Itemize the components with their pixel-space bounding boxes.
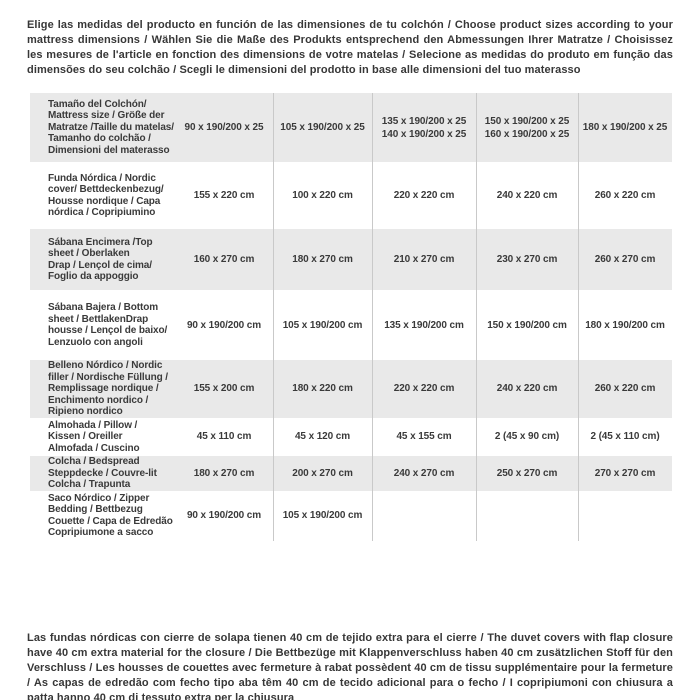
size-cell: 100 x 220 cm (292, 190, 353, 201)
size-cell: 220 x 220 cm (393, 383, 455, 395)
size-cell: 90 x 190/200 cm (186, 510, 262, 521)
size-cell: 260 x 270 cm (594, 254, 656, 265)
table-row-nordic-filler: Belleno Nórdico / Nordic filler / Nordis… (30, 360, 672, 418)
size-cell: 260 x 220 cm (594, 190, 656, 201)
column-divider (578, 93, 579, 541)
size-cell: 270 x 270 cm (594, 467, 656, 479)
size-table: Tamaño del Colchón/ Mattress size / Größ… (30, 93, 672, 541)
size-cell: 180 x 190/200 cm (585, 319, 665, 331)
size-cell (578, 493, 672, 539)
row-label: Belleno Nórdico / Nordic filler / Nordis… (48, 360, 168, 417)
size-cell: 240 x 270 cm (393, 467, 455, 479)
size-cell: 250 x 270 cm (496, 467, 558, 479)
size-cell: 180 x 190/200 x 25 (582, 122, 668, 133)
size-cell: 45 x 120 cm (294, 431, 351, 443)
table-row-pillow: Almohada / Pillow / Kissen / Oreiller Al… (30, 420, 672, 455)
size-cell: 150 x 190/200 cm (487, 319, 567, 331)
size-cell: 105 x 190/200 x 25 (280, 122, 365, 133)
size-cell: 180 x 270 cm (292, 254, 353, 265)
size-cell: 160 x 270 cm (193, 254, 255, 265)
size-cell: 240 x 220 cm (496, 190, 558, 201)
row-label: Colcha / Bedspread Steppdecke / Couvre-l… (48, 456, 157, 490)
row-label: Sábana Bajera / Bottom sheet / Bettlaken… (48, 302, 168, 348)
size-cell: 2 (45 x 110 cm) (590, 431, 660, 443)
size-cell: 220 x 220 cm (393, 190, 455, 201)
size-cell (476, 493, 578, 539)
size-cell: 150 x 190/200 x 25 160 x 190/200 x 25 (484, 115, 570, 140)
size-cell (372, 493, 476, 539)
size-cell: 45 x 110 cm (196, 431, 252, 443)
table-row-nordic-cover: Funda Nórdica / Nordic cover/ Bettdecken… (30, 164, 672, 227)
row-label: Funda Nórdica / Nordic cover/ Bettdecken… (48, 172, 164, 219)
size-cell: 260 x 220 cm (594, 383, 656, 395)
size-cell: 200 x 270 cm (292, 467, 353, 479)
column-divider (476, 93, 477, 541)
flap-closure-note: Las fundas nórdicas con cierre de solapa… (27, 632, 673, 700)
size-cell: 90 x 190/200 cm (186, 319, 262, 331)
size-cell: 2 (45 x 90 cm) (494, 431, 560, 443)
table-row-mattress-size: Tamaño del Colchón/ Mattress size / Größ… (30, 93, 672, 162)
size-cell: 105 x 190/200 cm (282, 510, 363, 521)
table-row-bedspread: Colcha / Bedspread Steppdecke / Couvre-l… (30, 456, 672, 491)
row-label: Almohada / Pillow / Kissen / Oreiller Al… (48, 419, 140, 454)
intro-text: Elige las medidas del producto en funció… (27, 19, 673, 76)
size-cell: 230 x 270 cm (496, 254, 558, 265)
row-label: Tamaño del Colchón/ Mattress size / Größ… (48, 98, 174, 156)
table-row-zipper-bedding: Saco Nórdico / Zipper Bedding / Bettbezu… (30, 493, 672, 539)
column-divider (273, 93, 274, 541)
row-label: Saco Nórdico / Zipper Bedding / Bettbezu… (48, 492, 173, 539)
size-cell: 45 x 155 cm (396, 431, 452, 443)
size-cell: 135 x 190/200 x 25 140 x 190/200 x 25 (381, 115, 467, 140)
size-cell: 90 x 190/200 x 25 (184, 122, 264, 133)
table-row-bottom-sheet: Sábana Bajera / Bottom sheet / Bettlaken… (30, 292, 672, 358)
size-cell: 105 x 190/200 cm (282, 319, 363, 331)
size-cell: 155 x 200 cm (193, 383, 255, 395)
column-divider (372, 93, 373, 541)
table-row-top-sheet: Sábana Encimera /Top sheet / Oberlaken D… (30, 229, 672, 290)
size-cell: 135 x 190/200 cm (384, 319, 464, 331)
row-label: Sábana Encimera /Top sheet / Oberlaken D… (48, 236, 153, 283)
size-cell: 180 x 270 cm (193, 467, 255, 479)
size-cell: 240 x 220 cm (496, 383, 558, 395)
size-cell: 155 x 220 cm (193, 190, 255, 201)
size-cell: 210 x 270 cm (393, 254, 455, 265)
size-cell: 180 x 220 cm (292, 383, 353, 395)
